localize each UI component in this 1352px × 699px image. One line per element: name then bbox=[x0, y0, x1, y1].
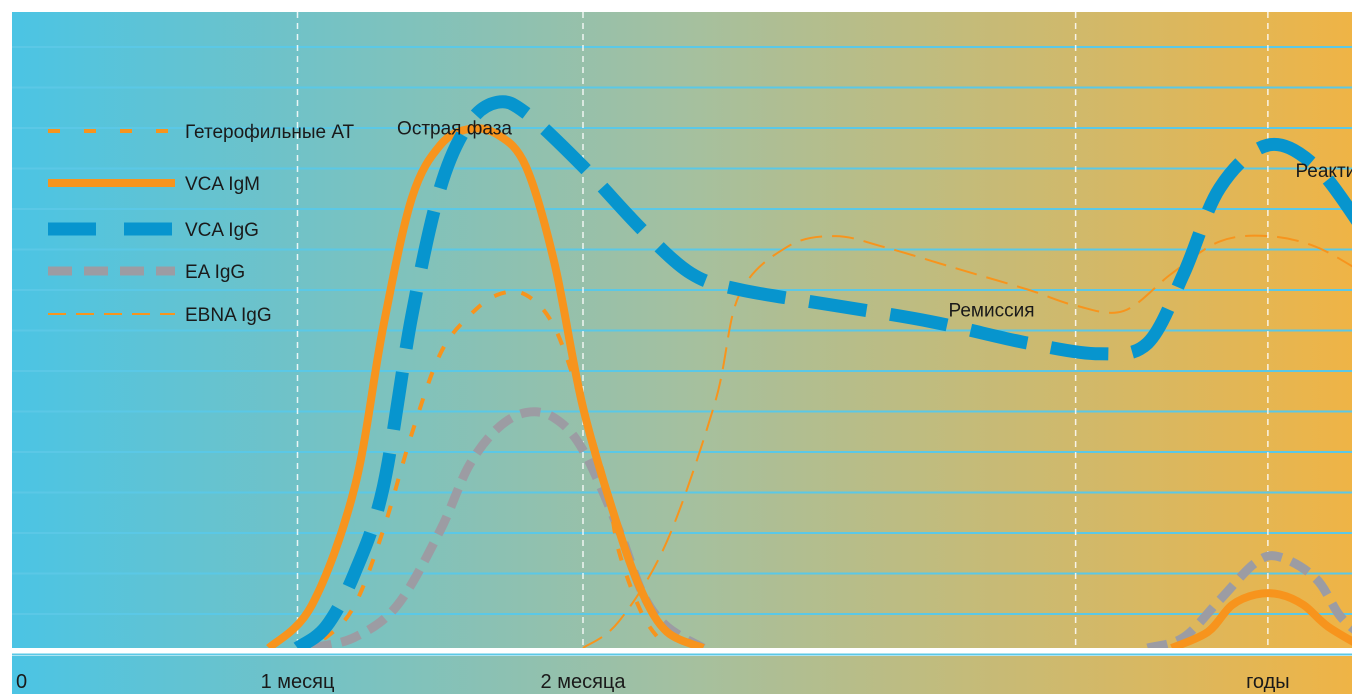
legend-label: EA IgG bbox=[185, 262, 245, 283]
legend-label: VCA IgG bbox=[185, 220, 259, 241]
legend-label: EBNA IgG bbox=[185, 305, 272, 326]
legend-label: VCA IgM bbox=[185, 174, 260, 195]
phase-label: Реактивация bbox=[1295, 161, 1352, 182]
phase-label: Острая фаза bbox=[397, 118, 512, 139]
x-tick-label: 0 bbox=[16, 671, 27, 693]
x-tick-label: годы bbox=[1246, 671, 1290, 693]
x-tick-label: 1 месяц bbox=[261, 671, 335, 693]
x-tick-label: 2 месяца bbox=[541, 671, 627, 693]
legend-label: Гетерофильные АТ bbox=[185, 122, 355, 143]
phase-label: Ремиссия bbox=[949, 300, 1035, 321]
axis-band bbox=[12, 656, 1352, 694]
